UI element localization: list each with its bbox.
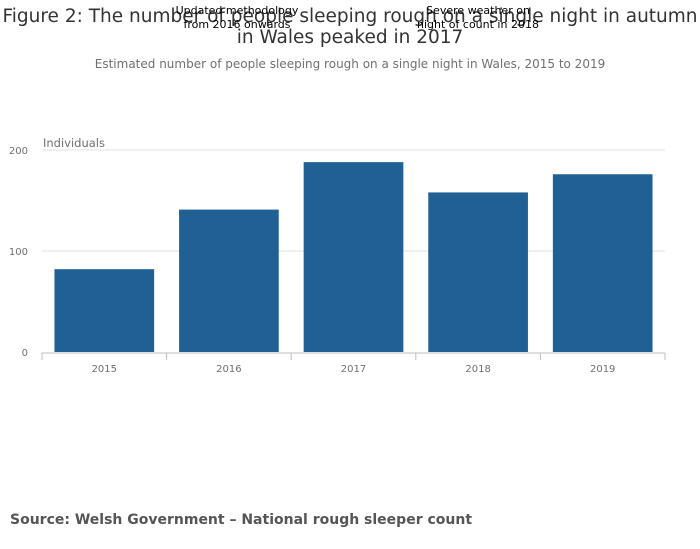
bars [54,162,653,352]
chart-title-line-1: Figure 2: The number of people sleeping … [2,6,698,27]
chart-title-line-2: in Wales peaked in 2017 [236,27,464,48]
x-tick-label: 2019 [590,364,615,375]
bar [552,174,653,352]
y-axis-label: Individuals [43,136,105,150]
chart-title: Figure 2: The number of people sleeping … [0,6,700,48]
x-tick-label: 2016 [216,364,241,375]
bar [303,162,404,352]
bar [54,269,155,352]
y-tick-label: 0 [22,348,28,359]
y-tick-label: 100 [9,247,28,258]
bar [428,192,528,352]
x-tick-label: 2017 [341,364,366,375]
chart-subtitle: Estimated number of people sleeping roug… [94,57,606,71]
axes [41,352,666,360]
bar [179,209,279,352]
annotation-methodology: Updated methodology from 2016 onwards [175,4,299,31]
x-tick-label: 2018 [465,364,490,375]
source-note: Source: Welsh Government – National roug… [10,512,473,528]
axis-labels: 0 100 200 Individuals 2015 2016 2017 2018 2019 [9,136,616,375]
annotation-severe-weather: Severe weather on night of count in 2018 [417,4,539,31]
x-tick-label: 2015 [92,364,117,375]
y-tick-label: 200 [9,146,28,157]
